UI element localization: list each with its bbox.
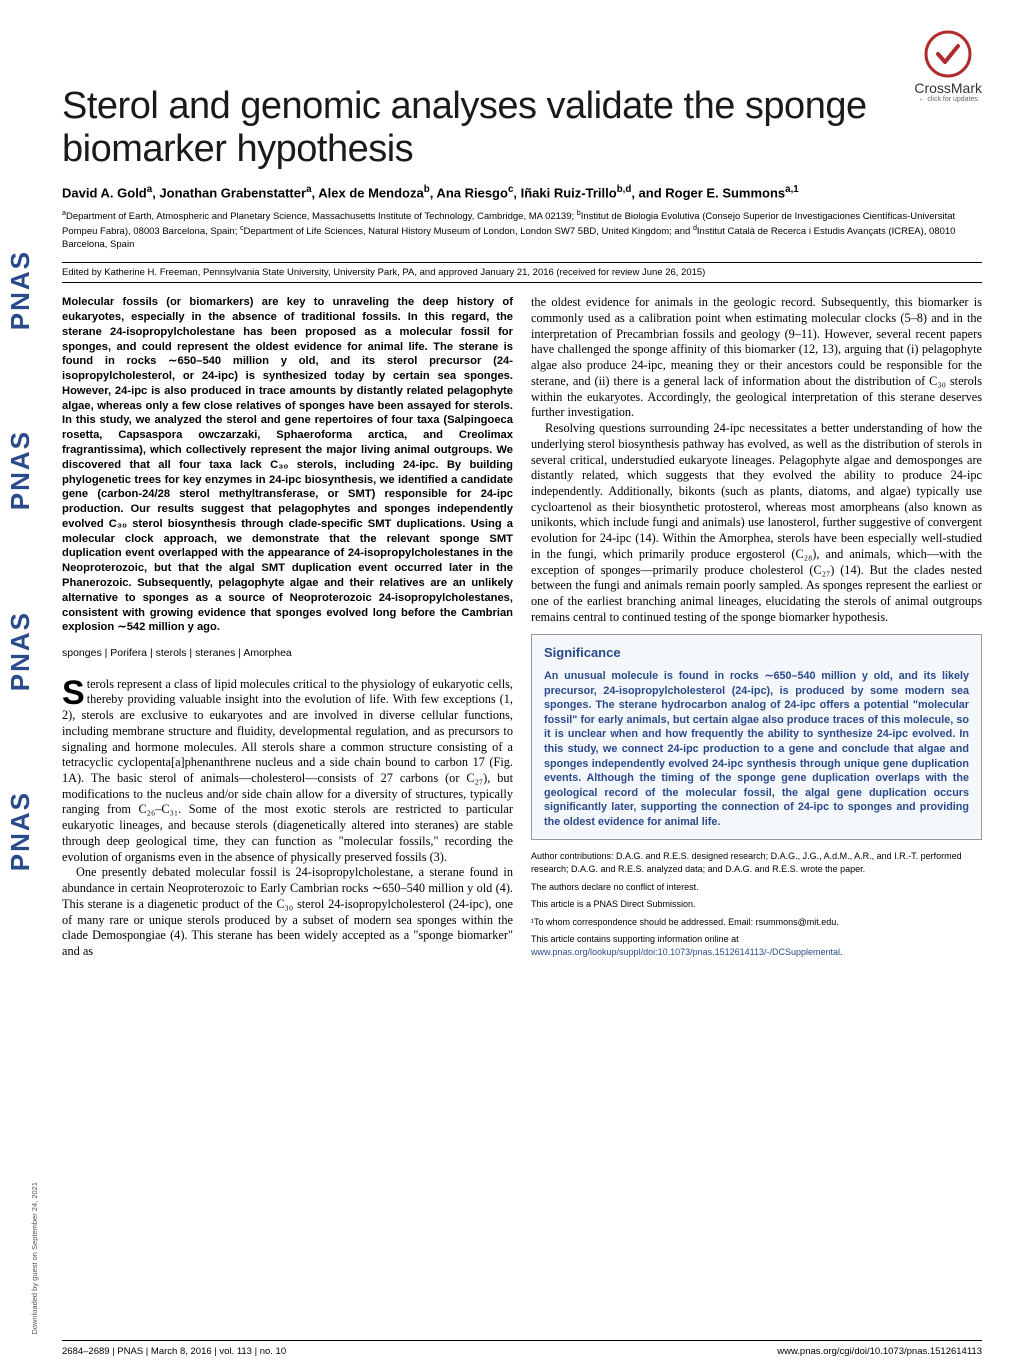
author-contributions: Author contributions: D.A.G. and R.E.S. … — [531, 850, 982, 875]
left-column: Molecular fossils (or biomarkers) are ke… — [62, 295, 513, 963]
page-footer: 2684–2689 | PNAS | March 8, 2016 | vol. … — [62, 1340, 982, 1357]
footer-left: 2684–2689 | PNAS | March 8, 2016 | vol. … — [62, 1346, 286, 1357]
significance-box: Significance An unusual molecule is foun… — [531, 634, 982, 841]
body-text-right: the oldest evidence for animals in the g… — [531, 295, 982, 625]
pnas-logo-vertical: PNAS — [5, 250, 36, 330]
crossmark-icon — [924, 30, 972, 78]
two-column-layout: Molecular fossils (or biomarkers) are ke… — [62, 295, 982, 963]
crossmark-label: CrossMark — [914, 80, 982, 96]
abstract: Molecular fossils (or biomarkers) are ke… — [62, 295, 513, 635]
right-column: the oldest evidence for animals in the g… — [531, 295, 982, 963]
footnotes: Author contributions: D.A.G. and R.E.S. … — [531, 850, 982, 958]
pnas-logo-vertical: PNAS — [5, 611, 36, 691]
conflict-statement: The authors declare no conflict of inter… — [531, 881, 982, 894]
correspondence: ¹To whom correspondence should be addres… — [531, 916, 982, 929]
supplemental-info: This article contains supporting informa… — [531, 933, 982, 958]
author-list: David A. Golda, Jonathan Grabenstattera,… — [62, 184, 982, 200]
pnas-sidebar: PNAS PNAS PNAS PNAS — [0, 0, 40, 1320]
keywords: sponges | Porifera | sterols | steranes … — [62, 647, 513, 660]
dropcap: S — [62, 677, 87, 707]
body-paragraph: One presently debated molecular fossil i… — [62, 865, 513, 959]
affiliations: aDepartment of Earth, Atmospheric and Pl… — [62, 209, 982, 252]
body-paragraph: the oldest evidence for animals in the g… — [531, 295, 982, 421]
edited-by: Edited by Katherine H. Freeman, Pennsylv… — [62, 262, 982, 283]
article-title: Sterol and genomic analyses validate the… — [62, 85, 982, 170]
page-content: CrossMark ← click for updates Sterol and… — [62, 30, 982, 964]
body-paragraph: Sterols represent a class of lipid molec… — [62, 677, 513, 866]
body-p1-text: terols represent a class of lipid molecu… — [62, 677, 513, 864]
body-text-left: Sterols represent a class of lipid molec… — [62, 677, 513, 960]
body-paragraph: Resolving questions surrounding 24-ipc n… — [531, 421, 982, 626]
submission-type: This article is a PNAS Direct Submission… — [531, 898, 982, 911]
pnas-logo-vertical: PNAS — [5, 430, 36, 510]
significance-body: An unusual molecule is found in rocks ∼6… — [544, 669, 969, 829]
footer-right: www.pnas.org/cgi/doi/10.1073/pnas.151261… — [777, 1346, 982, 1357]
significance-title: Significance — [544, 645, 969, 662]
download-note: Downloaded by guest on September 24, 202… — [30, 1182, 39, 1335]
supplemental-link[interactable]: www.pnas.org/lookup/suppl/doi:10.1073/pn… — [531, 947, 840, 957]
pnas-logo-vertical: PNAS — [5, 791, 36, 871]
crossmark-badge[interactable]: CrossMark ← click for updates — [914, 30, 982, 103]
crossmark-sublabel: ← click for updates — [914, 96, 982, 103]
